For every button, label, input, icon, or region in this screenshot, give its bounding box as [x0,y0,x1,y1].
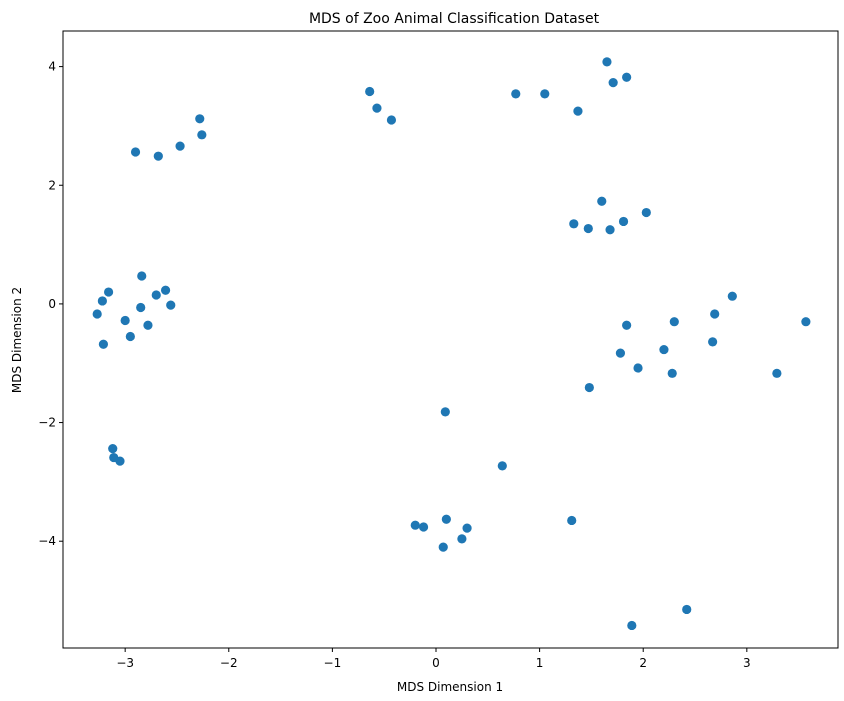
data-point [372,103,382,113]
data-point [627,620,637,631]
x-axis-title: MDS Dimension 1 [397,680,503,694]
data-point [97,296,107,306]
data-point [567,515,577,526]
data-point [120,315,130,326]
data-point [103,287,114,297]
x-tick-label: −1 [324,656,342,670]
data-point [615,348,626,358]
data-point [540,89,550,99]
x-axis: −3 −2 −1 0 1 2 3 [116,648,751,670]
data-point [136,302,146,313]
data-point [497,461,507,471]
data-point [583,223,593,234]
data-point [710,309,720,319]
data-point [801,317,811,327]
y-tick-label: −2 [38,416,56,430]
data-point [462,523,472,533]
data-point [667,368,677,378]
data-point [130,147,141,157]
points-layer [92,57,811,631]
data-point [440,407,450,417]
data-point [772,368,782,378]
y-tick-label: 2 [48,178,56,192]
data-point [669,317,679,327]
y-tick-label: −4 [38,534,56,548]
x-tick-label: 2 [639,656,647,670]
plot-frame [62,30,839,649]
y-tick-label: 0 [48,297,56,311]
data-point [125,331,135,342]
data-point [605,225,615,235]
data-point [511,89,521,99]
data-point [98,339,109,349]
x-tick-label: 0 [432,656,440,670]
data-point [659,344,669,355]
data-point [618,216,629,227]
data-point [622,320,632,330]
x-tick-label: 1 [536,656,544,670]
data-point [727,291,737,301]
y-tick-label: 4 [48,60,56,74]
chart-title: MDS of Zoo Animal Classification Dataset [309,11,600,27]
data-point [418,522,429,532]
data-point [166,300,176,310]
data-point [386,115,397,125]
data-point [151,290,161,300]
data-point [573,106,583,116]
data-point [195,114,205,124]
data-point [108,444,118,454]
data-point [175,141,185,151]
data-point [569,219,579,229]
data-point [197,130,207,140]
data-point [597,196,607,206]
data-point [160,285,171,295]
data-point [622,72,632,82]
data-point [641,207,651,218]
data-point [457,534,467,544]
data-point [441,514,451,524]
x-tick-label: −2 [220,656,238,670]
data-point [633,363,643,373]
data-point [438,542,448,552]
data-point [708,337,718,347]
data-point [410,520,420,530]
y-axis-title: MDS Dimension 2 [10,287,24,393]
y-axis: −4 −2 0 2 4 [38,60,63,548]
data-point [115,456,125,466]
x-tick-label: −3 [116,656,134,670]
data-point [682,604,692,615]
data-point [584,382,594,393]
data-point [608,78,618,88]
data-point [153,151,163,161]
data-point [602,57,612,67]
data-point [365,86,375,97]
data-point [143,320,153,330]
x-tick-label: 3 [743,656,751,670]
data-point [137,271,147,281]
data-point [92,309,102,319]
